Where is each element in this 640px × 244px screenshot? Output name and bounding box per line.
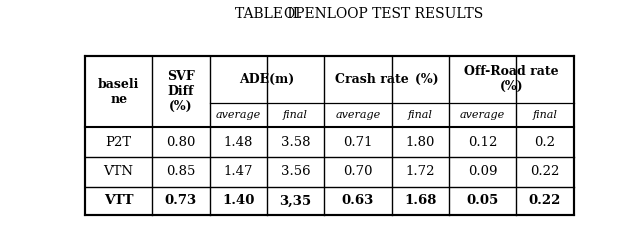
Text: 1.72: 1.72 [406,165,435,178]
Text: Off-Road rate
(%): Off-Road rate (%) [464,65,559,93]
Text: 0.80: 0.80 [166,136,196,149]
Text: 1.68: 1.68 [404,194,436,207]
Text: Crash rate (%): Crash rate (%) [335,73,438,86]
Text: final: final [283,110,308,120]
Text: 0.12: 0.12 [468,136,497,149]
Text: 0.85: 0.85 [166,165,196,178]
Text: 3.56: 3.56 [281,165,310,178]
Text: average: average [460,110,505,120]
Text: 1.80: 1.80 [406,136,435,149]
Text: average: average [335,110,381,120]
Text: 3.58: 3.58 [281,136,310,149]
Text: 0.73: 0.73 [165,194,197,207]
Text: 3,35: 3,35 [280,194,312,207]
Text: 0.09: 0.09 [468,165,497,178]
Text: final: final [532,110,557,120]
Text: ADE(m): ADE(m) [239,73,294,86]
Text: average: average [216,110,261,120]
Text: 0.2: 0.2 [534,136,556,149]
Text: 1.47: 1.47 [223,165,253,178]
Text: 0.22: 0.22 [530,165,559,178]
Text: baseli
ne: baseli ne [98,78,140,105]
Text: VTT: VTT [104,194,133,207]
Text: 0.22: 0.22 [529,194,561,207]
Text: P2T: P2T [106,136,132,149]
Text: final: final [408,110,433,120]
Text: OPENLOOP TEST RESULTS: OPENLOOP TEST RESULTS [284,7,484,21]
Text: VTN: VTN [104,165,134,178]
Text: SVF
Diff
(%): SVF Diff (%) [167,70,195,113]
Text: 1.40: 1.40 [222,194,255,207]
Text: 0.63: 0.63 [342,194,374,207]
Text: 0.05: 0.05 [467,194,499,207]
Text: 0.70: 0.70 [343,165,372,178]
Bar [85,56,573,215]
Text: TABLE II.: TABLE II. [235,7,303,21]
Text: 1.48: 1.48 [223,136,253,149]
Text: 0.71: 0.71 [343,136,372,149]
